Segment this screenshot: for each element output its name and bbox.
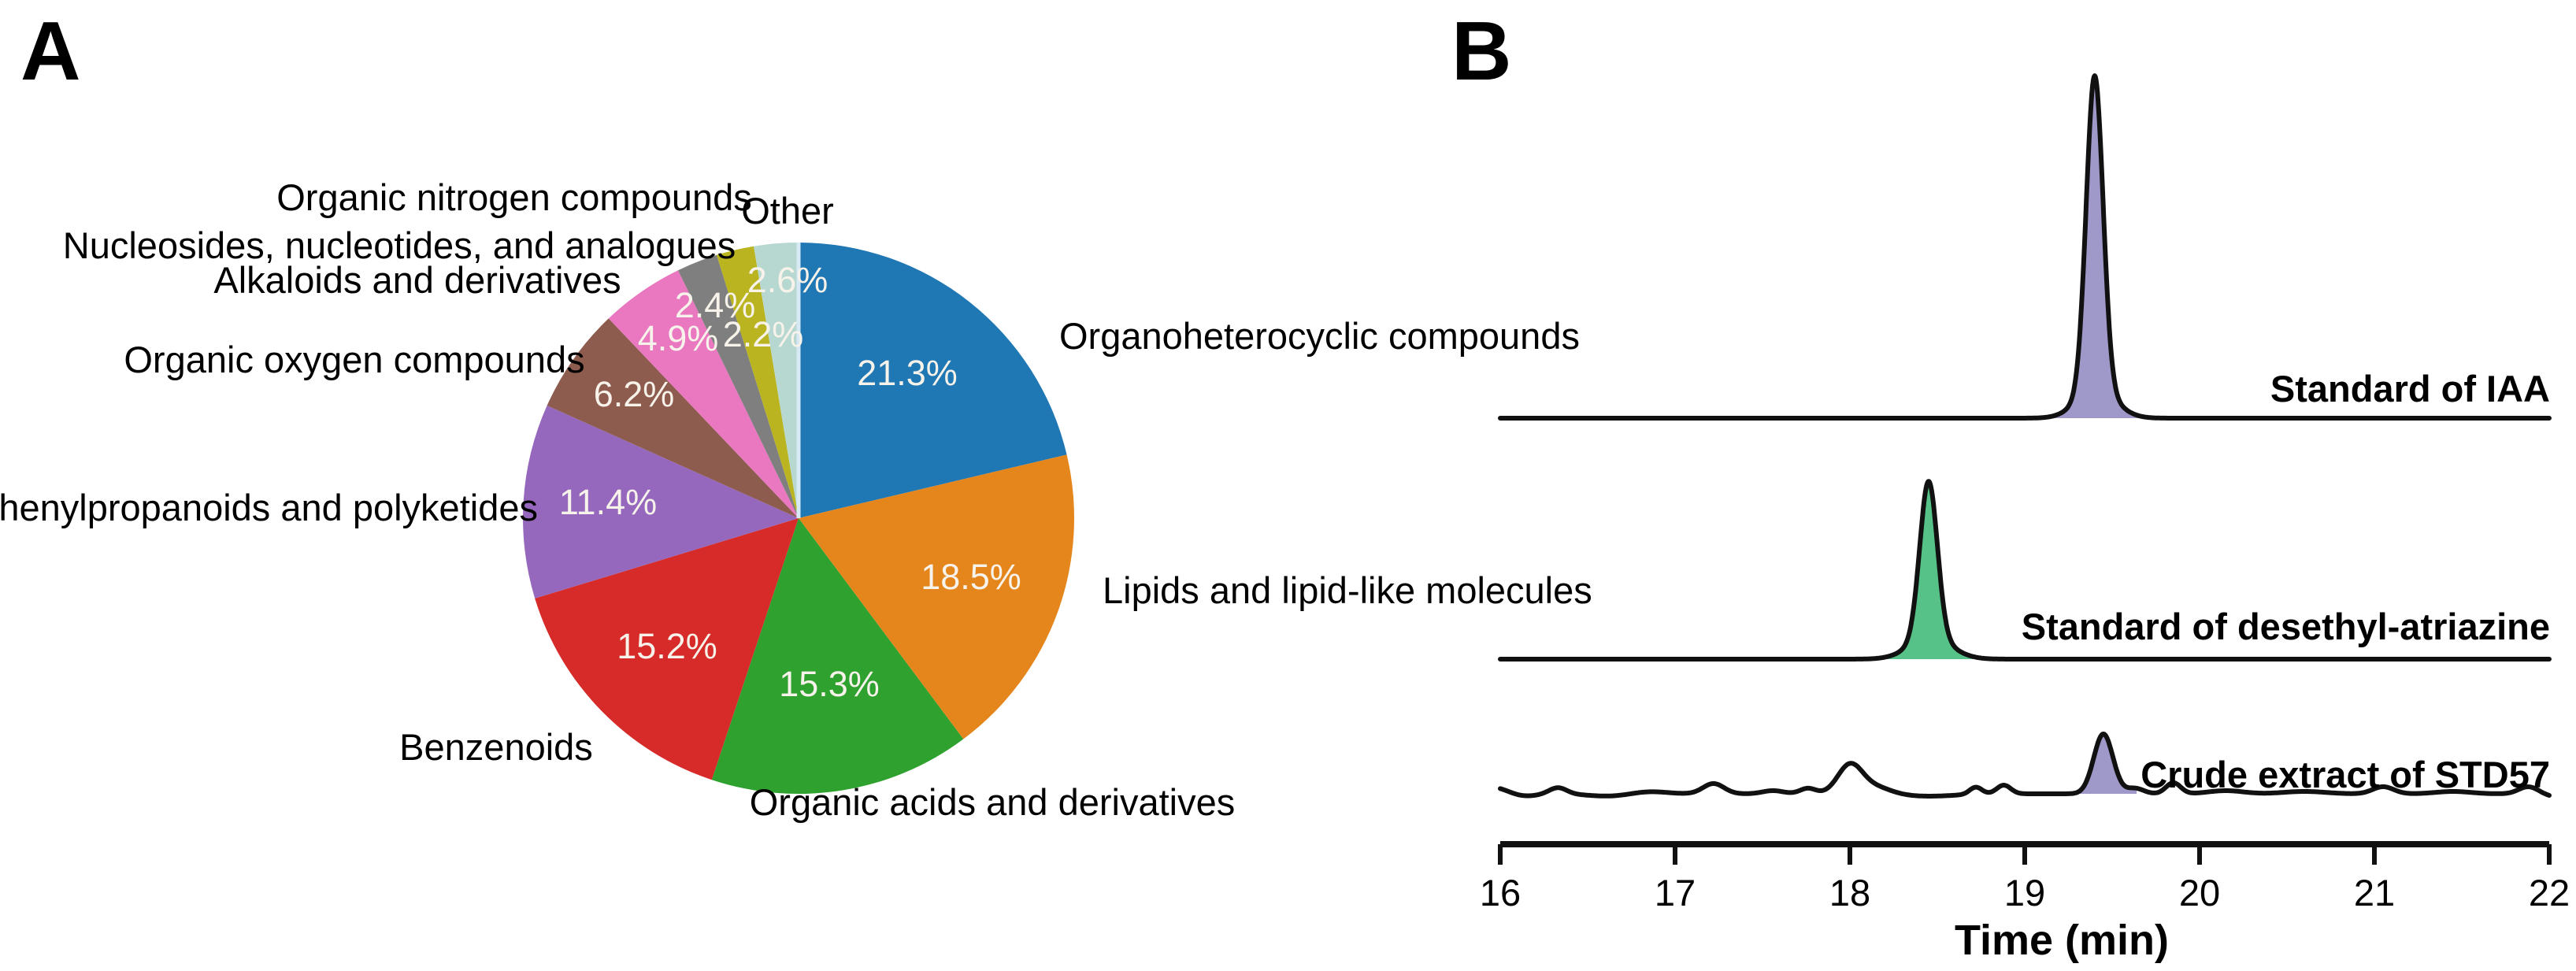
x-axis-tick-label-16: 16 [1480,872,1521,914]
pie-category-label-alkaloids-and-derivatives: Alkaloids and derivatives [213,259,621,301]
pie-slice-benzenoids [535,518,799,780]
pie-category-label-lipids-and-lipid-like-molecules: Lipids and lipid-like molecules [1103,569,1592,611]
pie-percent-label-organic-acids-and-derivatives: 15.3% [779,664,880,704]
x-axis-title: Time (min) [1954,917,2170,964]
pie-category-label-phenylpropanoids-and-polyketides: Phenylpropanoids and polyketides [0,487,538,528]
x-axis-tick-label-19: 19 [2004,872,2045,914]
pie-slice-other [754,243,799,518]
pie-percent-label-organoheterocyclic-compounds: 21.3% [857,353,958,393]
pie-slice-organic-acids-and-derivatives [711,518,964,794]
peak-fill-standard-of-iaa [2042,76,2148,418]
pie-slice-organic-oxygen-compounds [547,318,799,518]
pie-category-label-benzenoids: Benzenoids [399,726,593,768]
pie-percent-label-lipids-and-lipid-like-molecules: 18.5% [921,557,1021,597]
pie-category-label-organoheterocyclic-compounds: Organoheterocyclic compounds [1059,315,1580,357]
trace-line-standard-of-desethyl-atriazine [1498,479,2552,662]
pie-slice-alkaloids-and-derivatives [608,270,799,518]
trace-label-standard-of-iaa: Standard of IAA [2270,368,2550,410]
pie-category-label-organic-oxygen-compounds: Organic oxygen compounds [124,339,584,380]
pie-percent-label-phenylpropanoids-and-polyketides: 11.4% [559,482,657,522]
pie-percent-label-benzenoids: 15.2% [617,626,717,666]
pie-percent-label-organic-oxygen-compounds: 6.2% [594,374,675,414]
pie-slice-organic-nitrogen-compounds [717,246,799,518]
trace-line-standard-of-iaa [1498,73,2552,421]
chromatogram-panel: Standard of IAA Standard of desethyl-atri… [1480,73,2570,914]
trace-label-crude-extract-of-std57: Crude extract of STD57 [2140,754,2550,795]
panel-b-letter: B [1451,5,1512,98]
pie-slice-organoheterocyclic-compounds [799,243,1067,518]
x-axis-tick-label-18: 18 [1829,872,1870,914]
trace-line-crude-extract-of-std57 [1498,732,2552,799]
peak-fill-standard-of-desethyl-atriazine [1867,481,1990,659]
pie-percent-label-nucleosides-nucleotides-and-analogues: 2.4% [675,285,756,325]
trace-label-standard-of-desethyl-atriazine: Standard of desethyl-atriazine [2022,606,2550,647]
panel-a-letter: A [20,5,81,98]
pie-category-label-nucleosides-nucleotides-and-analogues: Nucleosides, nucleotides, and analogues [63,224,736,266]
pie-slice-lipids-and-lipid-like-molecules [799,454,1075,739]
pie-category-label-other: Other [741,190,834,232]
pie-slice-nucleosides-nucleotides-and-analogues [678,254,799,518]
pie-percent-label-organic-nitrogen-compounds: 2.2% [723,314,804,354]
x-axis-tick-label-21: 21 [2354,872,2395,914]
pie-slice-phenylpropanoids-and-polyketides [523,406,799,599]
pie-category-label-organic-nitrogen-compounds: Organic nitrogen compounds [276,176,752,218]
pie-percent-label-other: 2.6% [747,260,828,300]
pie-percent-label-alkaloids-and-derivatives: 4.9% [638,318,719,358]
pie-category-label-organic-acids-and-derivatives: Organic acids and derivatives [750,781,1236,823]
x-axis-tick-label-22: 22 [2529,872,2570,914]
pie-chart: 21.3% Organoheterocyclic compounds 18.5% Li… [0,176,1592,823]
x-axis-tick-label-20: 20 [2179,872,2220,914]
x-axis-tick-label-17: 17 [1655,872,1696,914]
